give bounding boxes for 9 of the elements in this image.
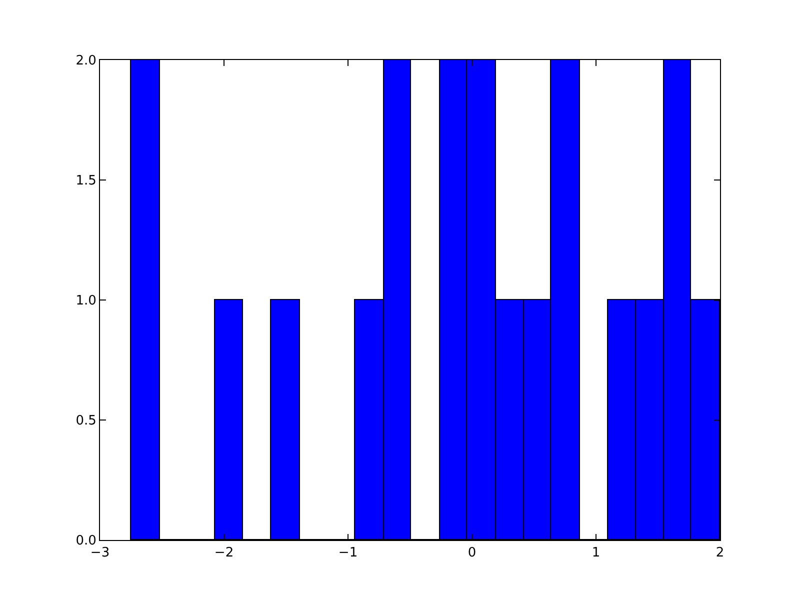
y-tick-label: 2.0 bbox=[76, 54, 96, 69]
x-tick-label: −1 bbox=[338, 546, 358, 561]
x-tick-label: 2 bbox=[716, 546, 724, 561]
y-tick-label: 1.0 bbox=[76, 294, 96, 309]
x-tick-label: 0 bbox=[468, 546, 476, 561]
y-tick-label: 0.5 bbox=[76, 414, 96, 429]
x-tick-label: −2 bbox=[214, 546, 234, 561]
x-tick-label: 1 bbox=[592, 546, 600, 561]
y-tick-label: 1.5 bbox=[76, 174, 96, 189]
